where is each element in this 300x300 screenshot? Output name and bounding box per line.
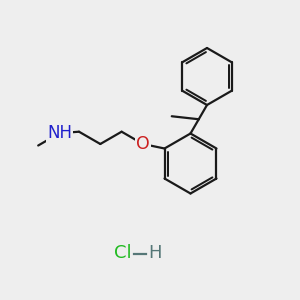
Text: O: O xyxy=(136,135,150,153)
Text: H: H xyxy=(148,244,161,262)
Text: NH: NH xyxy=(47,124,72,142)
Text: Cl: Cl xyxy=(114,244,131,262)
